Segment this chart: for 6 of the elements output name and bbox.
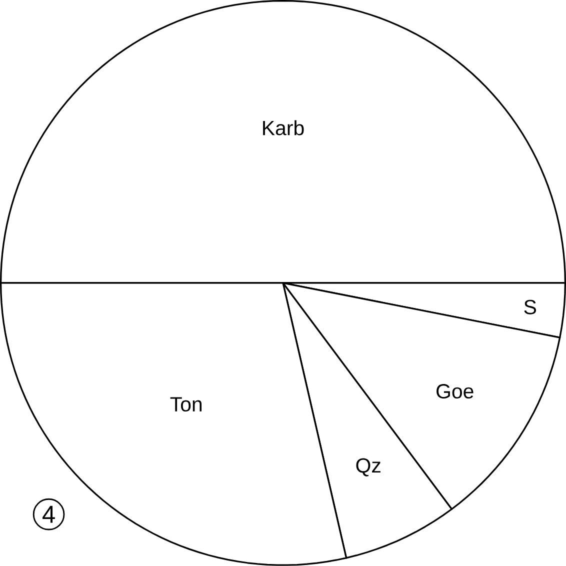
slice-label: Goe — [436, 384, 474, 399]
slice-label: S — [524, 300, 536, 314]
slice-label: Karb — [263, 120, 304, 136]
slice-label: Qz — [356, 458, 380, 476]
text: 4 — [42, 506, 55, 523]
slice-label: Ton — [170, 397, 202, 412]
